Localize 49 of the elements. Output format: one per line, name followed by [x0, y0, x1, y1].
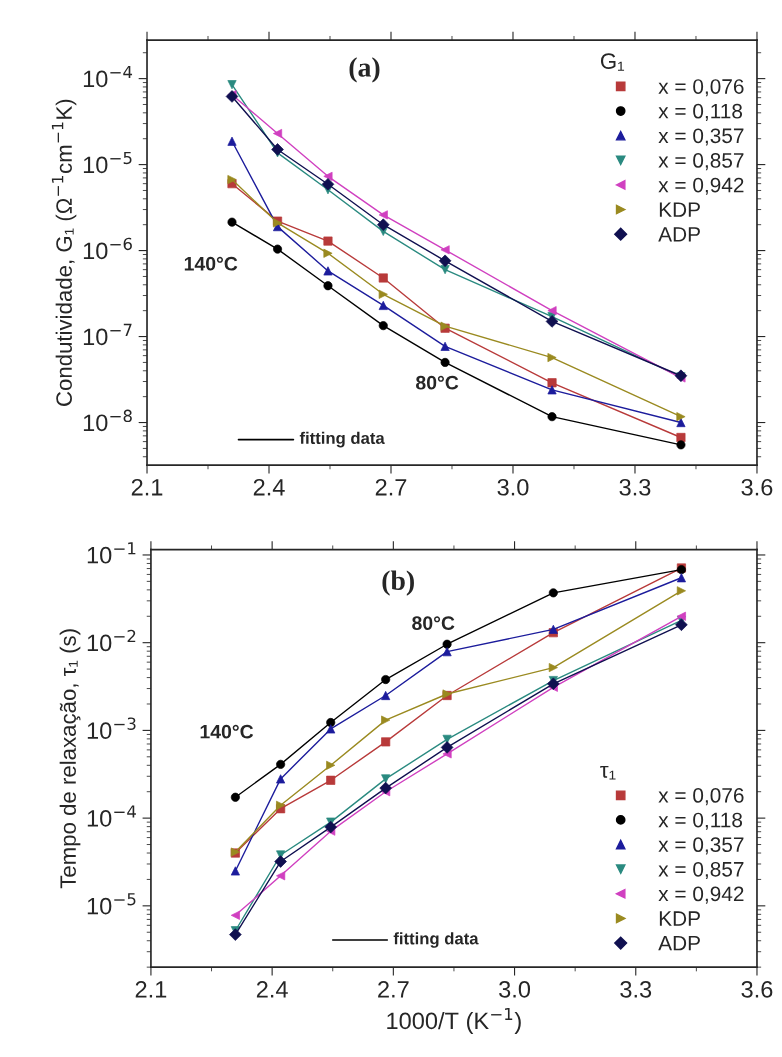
y-axis-title: Condutividade, G₁ (Ω$^{−1}$cm$^{−1}$K)	[51, 99, 77, 406]
annotation: (b)	[382, 570, 414, 596]
legend-label: x = 0,076	[658, 788, 744, 806]
x-tick-label: 3.0	[497, 478, 529, 496]
legend-label: x = 0,942	[658, 177, 744, 195]
y-tick-label: 10$^{−6}$	[83, 237, 132, 260]
annotation: fitting data	[299, 431, 385, 448]
x-tick-label: 3.3	[619, 478, 651, 496]
y-tick-label: 10$^{−8}$	[83, 409, 132, 432]
y-tick-label: 10$^{−5}$	[83, 151, 132, 174]
legend-label: x = 0,118	[658, 103, 743, 121]
x-tick-label: 2.1	[135, 980, 167, 998]
legend-label: x = 0,942	[658, 886, 744, 904]
x-tick-label: 2.4	[253, 478, 285, 496]
y-tick-label: 10$^{−3}$	[87, 717, 136, 740]
legend-label: KDP	[659, 911, 700, 926]
x-tick-label: 2.7	[375, 478, 407, 496]
y-tick-label: 10$^{−4}$	[83, 65, 133, 88]
legend-label: x = 0,857	[658, 861, 744, 880]
annotation: fitting data	[393, 932, 479, 948]
legend-label: ADP	[658, 936, 700, 951]
annotation: 80°C	[416, 375, 459, 390]
y-tick-label: 10$^{−2}$	[87, 629, 136, 652]
y-tick-label: 10$^{−5}$	[87, 893, 136, 915]
y-tick-label: 10$^{−4}$	[87, 805, 136, 827]
x-tick-label: 2.4	[256, 980, 288, 998]
legend-label: x = 0,857	[658, 153, 744, 171]
legend-label: x = 0,076	[658, 79, 744, 97]
x-tick-label: 3.6	[741, 980, 773, 998]
annotation: 80°C	[412, 616, 455, 631]
x-tick-label: 2.1	[131, 478, 163, 496]
x-tick-label: 2.7	[378, 980, 409, 998]
x-tick-label: 3.3	[620, 980, 652, 998]
legend-title: G₁	[600, 53, 625, 71]
legend-label: ADP	[658, 227, 700, 242]
legend-title: τ₁	[600, 765, 616, 780]
x-tick-label: 3.0	[499, 980, 531, 998]
annotation: 140°C	[200, 724, 254, 739]
y-axis-title: Tempo de relaxação, τ₁ (s)	[59, 629, 81, 889]
annotation: 140°C	[184, 256, 238, 271]
y-tick-label: 10$^{−7}$	[83, 323, 132, 346]
legend-label: KDP	[659, 202, 700, 217]
legend-label: x = 0,357	[658, 837, 744, 855]
x-tick-label: 3.6	[741, 478, 773, 496]
y-tick-label: 10$^{−1}$	[87, 542, 136, 564]
annotation: (a)	[349, 57, 380, 83]
legend-label: x = 0,357	[658, 128, 744, 146]
x-axis-title: 1000/T (K$^{−1}$)	[387, 1007, 521, 1034]
legend-label: x = 0,118	[658, 812, 743, 830]
